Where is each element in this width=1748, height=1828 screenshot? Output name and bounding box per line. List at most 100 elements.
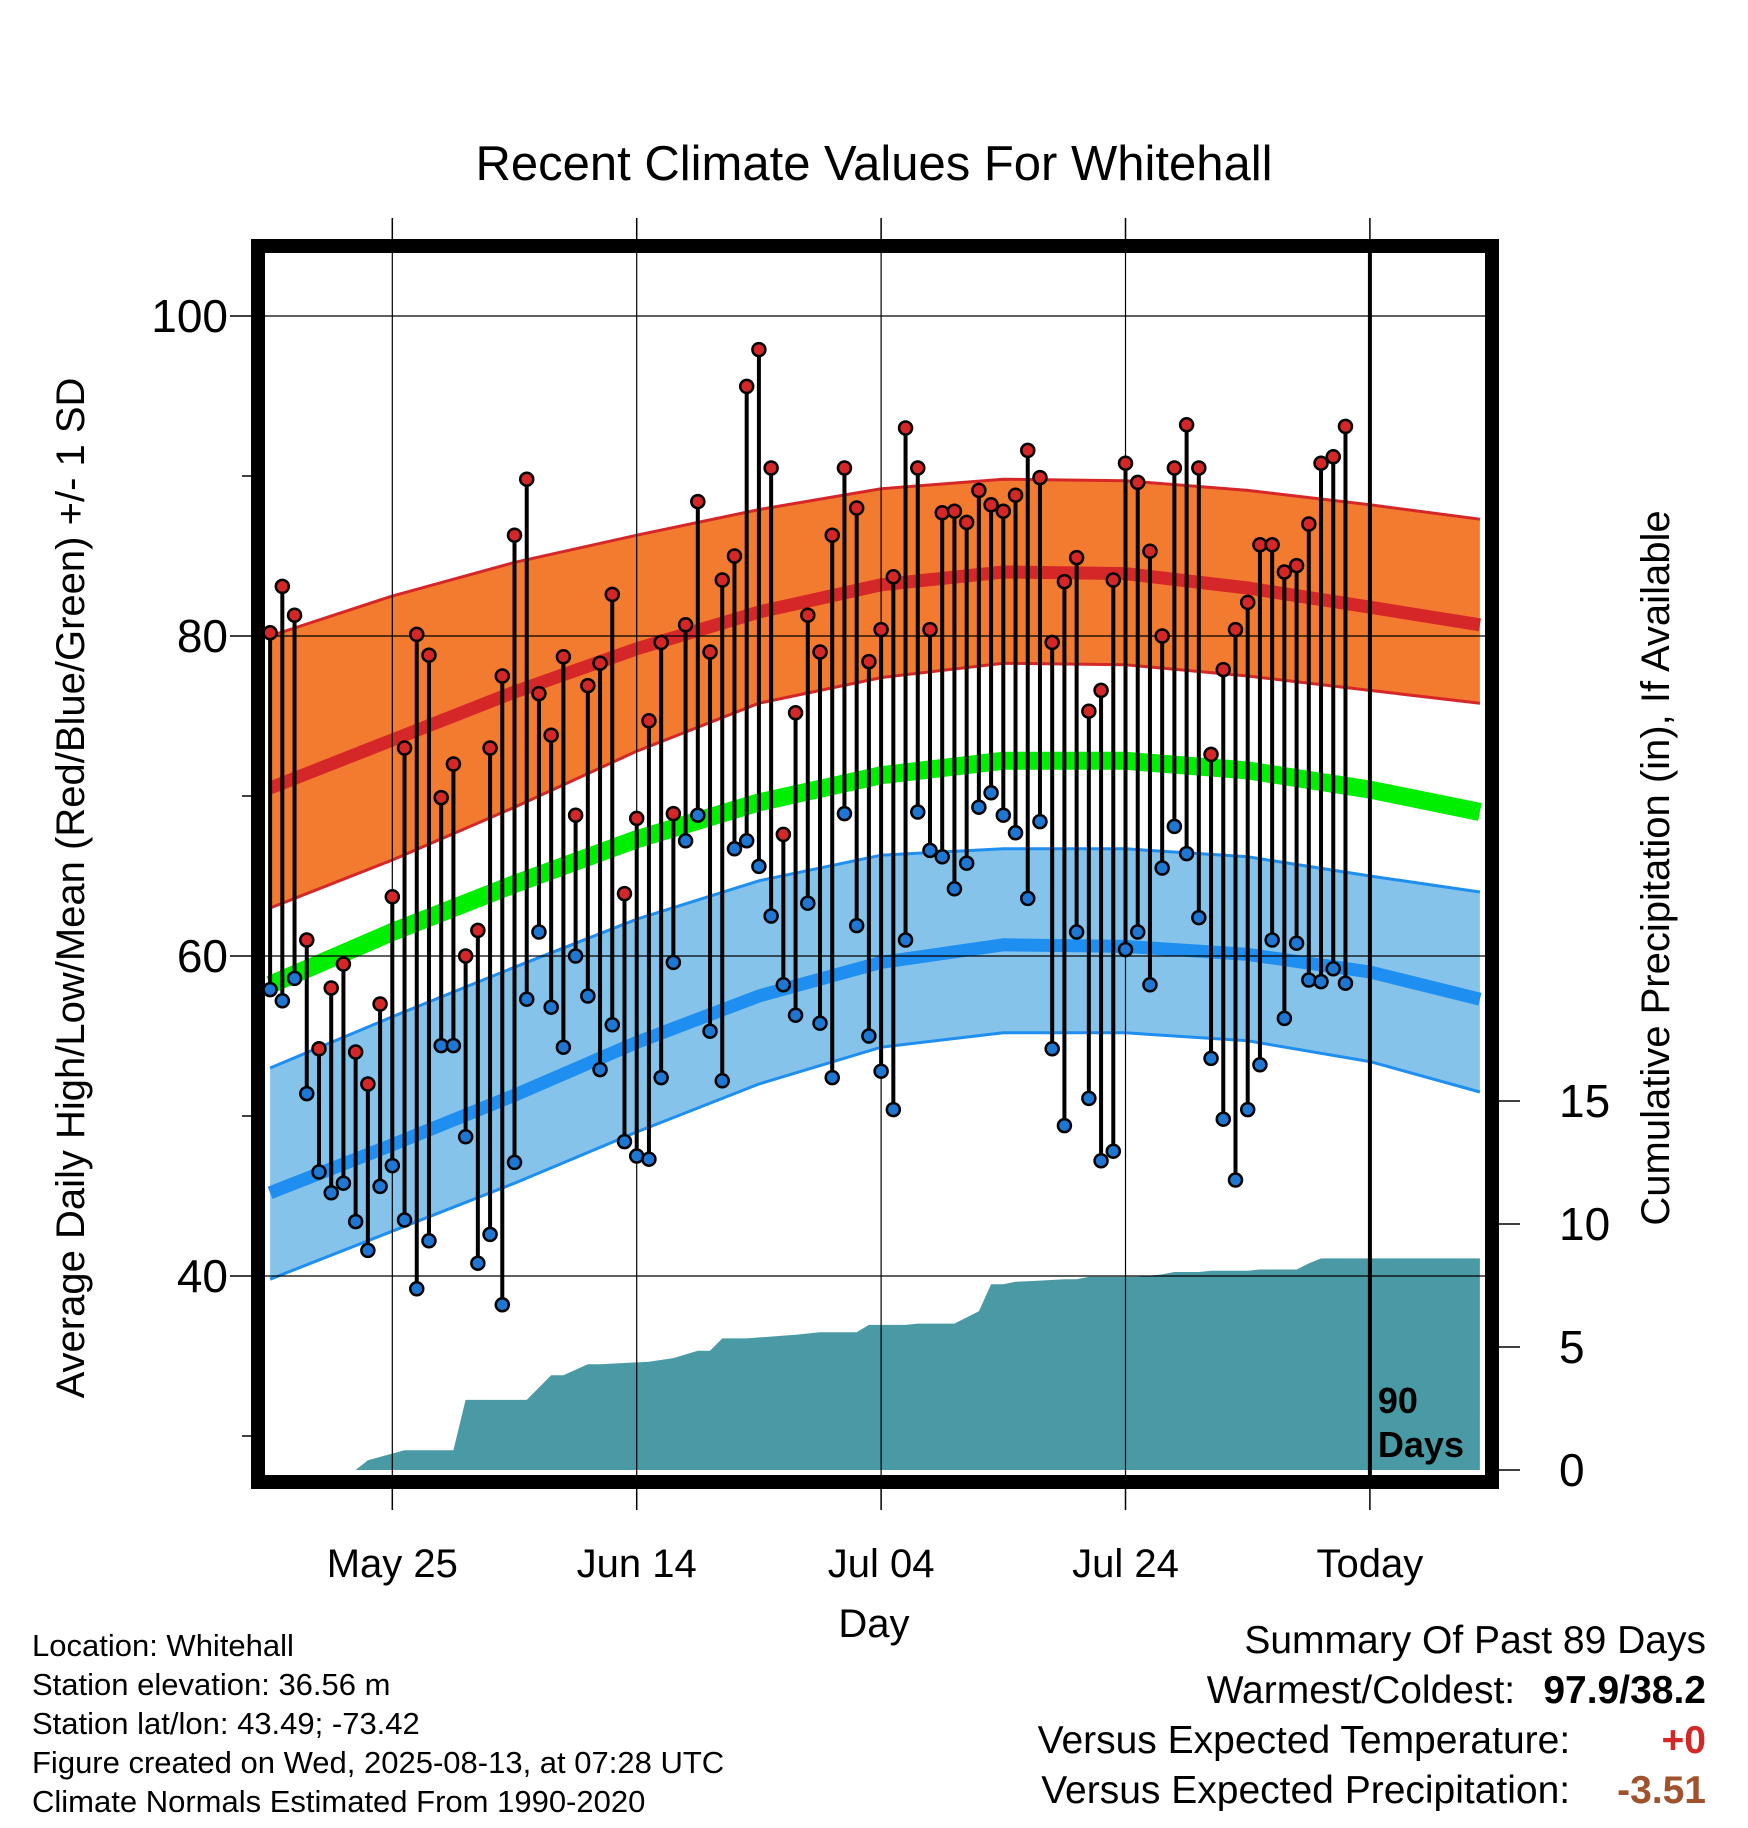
- x-tick-label: Jun 14: [577, 1542, 697, 1586]
- daily-high-point: [1129, 474, 1146, 491]
- daily-high-point: [763, 460, 779, 476]
- daily-low-point: [1191, 909, 1207, 926]
- daily-low-point: [409, 1281, 425, 1297]
- daily-low-point: [1105, 1143, 1122, 1159]
- daily-low-point: [775, 977, 792, 993]
- daily-high-point: [384, 889, 401, 905]
- daily-high-point: [738, 378, 755, 395]
- today-days-label: Days: [1378, 1424, 1464, 1465]
- summary-panel: Summary Of Past 89 Days Warmest/Coldest:…: [1038, 1616, 1706, 1816]
- daily-low-point: [506, 1154, 523, 1171]
- daily-low-point: [311, 1164, 327, 1180]
- figure-created: Figure created on Wed, 2025-08-13, at 07…: [32, 1745, 725, 1780]
- station-latlon: Station lat/lon: 43.49; -73.42: [32, 1706, 420, 1741]
- chart-title: Recent Climate Values For Whitehall: [475, 137, 1272, 191]
- station-location: Location: Whitehall: [32, 1628, 294, 1663]
- daily-high-point: [457, 948, 474, 964]
- daily-high-point: [1227, 621, 1244, 638]
- daily-high-point: [714, 572, 730, 588]
- daily-low-point: [604, 1017, 621, 1033]
- daily-low-point: [518, 991, 535, 1007]
- daily-high-point: [800, 607, 816, 623]
- y2-tick-label: 5: [1559, 1321, 1585, 1373]
- today-days-number: 90: [1378, 1380, 1418, 1421]
- daily-high-point: [958, 514, 975, 531]
- daily-low-point: [653, 1069, 669, 1086]
- daily-low-point: [335, 1175, 352, 1191]
- daily-low-point: [983, 785, 999, 801]
- daily-low-point: [922, 842, 938, 859]
- daily-high-point: [604, 586, 621, 603]
- daily-high-point: [1154, 628, 1170, 644]
- daily-low-point: [1239, 1101, 1256, 1118]
- summary-precip: Versus Expected Precipitation: -3.51: [1038, 1766, 1706, 1816]
- daily-high-point: [824, 527, 840, 543]
- daily-high-point: [1337, 418, 1354, 435]
- precip-area: [270, 1258, 1480, 1470]
- temp-vs-expected-value: +0: [1661, 1719, 1706, 1762]
- daily-high-point: [1117, 455, 1134, 471]
- daily-low-point: [384, 1157, 401, 1174]
- daily-high-point: [873, 621, 889, 638]
- daily-low-point: [1093, 1153, 1109, 1169]
- daily-high-point: [1288, 557, 1305, 574]
- daily-low-point: [677, 833, 694, 849]
- daily-low-point: [360, 1242, 376, 1259]
- daily-low-point: [421, 1233, 437, 1249]
- daily-high-point: [1191, 460, 1207, 476]
- daily-high-point: [1044, 634, 1060, 651]
- daily-low-point: [751, 858, 767, 875]
- daily-high-point: [1239, 594, 1256, 611]
- daily-high-point: [567, 807, 584, 823]
- y-tick-label: 100: [151, 290, 228, 342]
- daily-low-point: [1142, 977, 1158, 993]
- daily-low-point: [1264, 932, 1280, 948]
- daily-low-point: [1178, 845, 1195, 862]
- daily-high-point: [1093, 682, 1109, 699]
- daily-low-point: [836, 805, 853, 822]
- daily-low-point: [543, 999, 559, 1015]
- daily-high-point: [983, 497, 999, 513]
- y-tick-label: 60: [177, 930, 228, 982]
- daily-high-point: [1166, 460, 1183, 476]
- daily-high-point: [482, 740, 498, 756]
- daily-low-point: [1129, 924, 1146, 940]
- daily-high-point: [445, 756, 462, 772]
- daily-high-point: [934, 505, 950, 521]
- daily-high-point: [1301, 516, 1317, 532]
- daily-low-point: [1288, 935, 1305, 951]
- daily-high-point: [1325, 449, 1341, 465]
- daily-low-point: [958, 855, 975, 871]
- daily-low-point: [555, 1039, 572, 1055]
- y-tick-label: 80: [177, 610, 228, 662]
- warmest-coldest-label: Warmest/Coldest:: [1206, 1669, 1516, 1712]
- daily-low-point: [567, 948, 584, 964]
- daily-low-point: [873, 1063, 889, 1079]
- daily-low-point: [262, 981, 278, 998]
- daily-low-point: [1007, 825, 1024, 841]
- daily-low-point: [1056, 1117, 1073, 1134]
- daily-low-point: [738, 833, 755, 849]
- daily-low-point: [445, 1037, 462, 1054]
- daily-high-point: [299, 932, 315, 948]
- daily-low-point: [897, 932, 914, 948]
- daily-high-point: [946, 503, 963, 519]
- daily-high-point: [433, 789, 449, 806]
- daily-high-point: [971, 482, 987, 499]
- daily-high-point: [592, 655, 608, 671]
- daily-high-point: [347, 1044, 364, 1060]
- daily-high-point: [1203, 746, 1219, 763]
- daily-high-point: [360, 1076, 376, 1092]
- daily-low-point: [531, 924, 547, 940]
- daily-low-point: [1227, 1172, 1244, 1188]
- daily-low-point: [1081, 1090, 1097, 1107]
- daily-low-point: [323, 1185, 339, 1201]
- daily-low-point: [1215, 1111, 1232, 1127]
- daily-low-point: [470, 1255, 486, 1271]
- plot-frame: [251, 239, 1499, 1489]
- daily-high-point: [910, 460, 926, 476]
- daily-high-point: [274, 578, 291, 595]
- daily-low-point: [1117, 941, 1134, 958]
- daily-high-point: [262, 625, 278, 641]
